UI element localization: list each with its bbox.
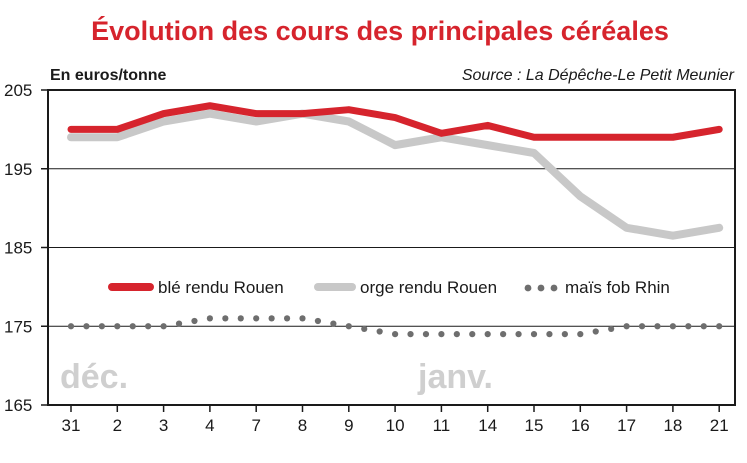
x-tick-label: 18	[663, 416, 682, 435]
data-point-mais	[237, 315, 244, 322]
y-tick-label: 195	[4, 160, 32, 179]
x-tick-label: 7	[251, 416, 260, 435]
month-label-dec: déc.	[60, 358, 128, 396]
data-point-mais	[314, 317, 322, 325]
x-tick-label: 31	[62, 416, 81, 435]
data-point-mais	[191, 317, 198, 325]
x-tick-label: 16	[571, 416, 590, 435]
data-point-mais	[67, 323, 75, 330]
data-point-mais	[592, 328, 599, 335]
data-point-mais	[438, 331, 445, 338]
x-tick-label: 17	[617, 416, 636, 435]
data-point-mais	[654, 323, 661, 330]
legend: blé rendu Rouen orge rendu Rouen maïs fo…	[108, 278, 670, 297]
data-point-mais	[83, 323, 90, 330]
y-tick-label: 185	[4, 239, 32, 258]
y-axis-unit-label: En euros/tonne	[50, 67, 167, 84]
data-point-mais	[114, 323, 121, 330]
x-axis-ticks: 31 2 3 4 7 8 9 10 11 14 15 16 17 18 21	[62, 405, 729, 435]
legend-label-ble: blé rendu Rouen	[158, 278, 284, 297]
data-point-mais	[175, 320, 183, 327]
x-tick-label: 11	[433, 416, 451, 435]
x-tick-label: 15	[525, 416, 544, 435]
data-point-mais	[623, 323, 630, 330]
data-point-mais	[515, 331, 522, 338]
data-point-mais	[268, 315, 275, 322]
series-layer	[67, 102, 724, 338]
chart-title: Évolution des cours des principales céré…	[91, 15, 669, 46]
x-tick-label: 8	[298, 416, 307, 435]
data-point-mais	[98, 323, 105, 330]
data-point-mais	[500, 331, 507, 338]
data-point-mais	[376, 328, 383, 335]
y-tick-label: 175	[4, 317, 32, 336]
data-point-mais	[669, 323, 677, 330]
data-point-mais	[299, 315, 306, 322]
gridlines	[48, 168, 735, 327]
month-label-jan: janv.	[417, 358, 493, 396]
data-point-mais	[160, 323, 167, 330]
data-point-mais	[638, 323, 646, 330]
data-point-mais	[407, 331, 414, 338]
legend-label-orge: orge rendu Rouen	[360, 278, 497, 297]
data-point-mais	[253, 315, 260, 322]
data-point-mais	[484, 331, 491, 338]
y-axis-ticks: 205 195 185 175 165	[4, 81, 48, 415]
data-point-mais	[546, 331, 553, 338]
data-point-mais	[561, 331, 568, 338]
data-point-mais	[469, 331, 476, 338]
data-point-mais	[330, 320, 337, 327]
y-tick-label: 205	[4, 81, 32, 100]
data-point-mais	[608, 325, 615, 332]
data-point-mais	[530, 331, 538, 338]
data-point-mais	[206, 315, 213, 322]
data-point-mais	[577, 331, 584, 338]
y-tick-label: 165	[4, 396, 32, 415]
x-tick-label: 4	[205, 416, 214, 435]
x-tick-label: 21	[710, 416, 729, 435]
x-tick-label: 2	[113, 416, 122, 435]
data-point-mais	[361, 325, 368, 332]
x-tick-label: 9	[344, 416, 353, 435]
data-point-mais	[716, 323, 723, 330]
x-tick-label: 3	[159, 416, 168, 435]
series-line-ble	[67, 102, 723, 141]
data-point-mais	[222, 315, 229, 322]
data-point-mais	[700, 323, 707, 330]
legend-label-mais: maïs fob Rhin	[565, 278, 670, 297]
data-point-mais	[283, 315, 291, 322]
data-point-mais	[129, 323, 136, 330]
series-mais	[67, 315, 723, 338]
chart-source: Source : La Dépêche-Le Petit Meunier	[462, 67, 735, 84]
series-line-orge	[67, 109, 724, 240]
data-point-mais	[453, 331, 460, 338]
data-point-mais	[345, 323, 352, 330]
data-point-mais	[685, 323, 692, 330]
data-point-mais	[422, 331, 430, 338]
x-tick-label: 14	[478, 416, 497, 435]
legend-swatch-mais	[524, 284, 558, 292]
data-point-mais	[392, 331, 399, 338]
x-tick-label: 10	[386, 416, 405, 435]
data-point-mais	[145, 323, 152, 330]
